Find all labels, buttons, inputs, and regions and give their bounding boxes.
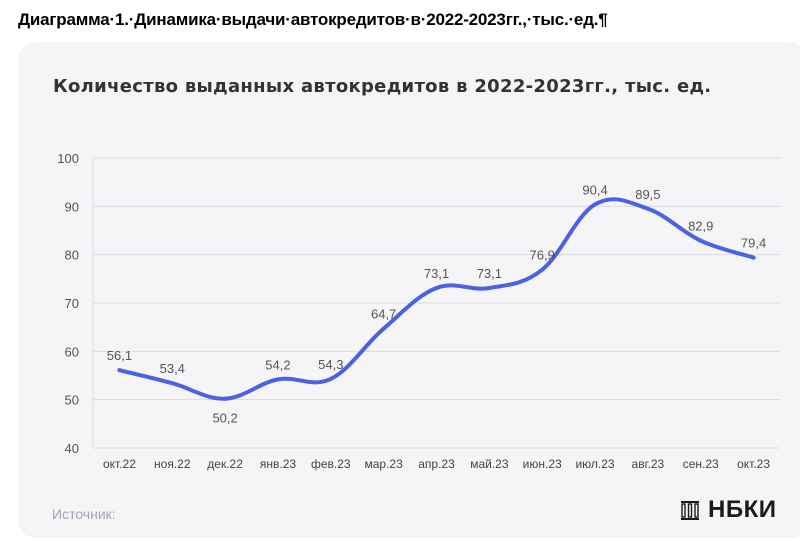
data-point <box>170 381 175 386</box>
x-tick-label: июн.23 <box>523 457 562 471</box>
x-tick-label: дек.22 <box>207 457 243 471</box>
data-label: 89,5 <box>635 187 660 202</box>
x-tick-label: мар.23 <box>365 457 404 471</box>
data-point <box>381 326 386 331</box>
data-label: 76,9 <box>530 248 555 263</box>
data-point <box>275 377 280 382</box>
logo-text: НБКИ <box>708 496 777 523</box>
data-point <box>698 238 703 243</box>
data-point <box>434 286 439 291</box>
chart-card: Количество выданных автокредитов в 2022-… <box>18 42 800 538</box>
data-label: 54,2 <box>265 357 290 372</box>
data-point <box>645 206 650 211</box>
y-tick-label: 50 <box>65 393 79 408</box>
data-label: 53,4 <box>160 361 185 376</box>
data-point <box>487 286 492 291</box>
data-point <box>223 396 228 401</box>
x-tick-label: окт.22 <box>103 457 136 471</box>
data-point <box>540 267 545 272</box>
chart-title: Количество выданных автокредитов в 2022-… <box>53 76 712 97</box>
series-line <box>117 197 756 401</box>
data-label: 54,3 <box>318 357 343 372</box>
x-tick-label: сен.23 <box>683 457 719 471</box>
x-tick-label: янв.23 <box>260 457 297 471</box>
nbki-logo: НБКИ <box>680 496 776 524</box>
data-label: 90,4 <box>582 182 607 197</box>
data-label: 73,1 <box>424 266 449 281</box>
data-point <box>593 202 598 207</box>
document-caption: Диаграмма·1.·Динамика·выдачи·автокредито… <box>18 10 608 29</box>
y-tick-label: 70 <box>65 296 79 311</box>
y-tick-label: 60 <box>65 344 79 359</box>
line-chart: 40 50 60 70 80 90 100 окт.22 ноя.22 дек.22 янв.23 ф… <box>57 151 780 471</box>
x-tick-label: июл.23 <box>575 457 614 471</box>
source-label: Источник: <box>52 506 116 522</box>
data-point <box>751 255 756 260</box>
bank-columns-icon <box>681 501 699 520</box>
y-tick-label: 80 <box>65 248 79 263</box>
data-point <box>117 368 122 373</box>
x-tick-label: апр.23 <box>418 457 455 471</box>
data-label: 56,1 <box>107 348 132 363</box>
x-tick-label: май.23 <box>470 457 509 471</box>
data-label: 73,1 <box>477 266 502 281</box>
data-label: 82,9 <box>688 219 713 234</box>
data-label: 79,4 <box>741 236 766 251</box>
x-tick-label: фев.23 <box>311 457 351 471</box>
y-tick-label: 100 <box>57 151 79 166</box>
data-label: 64,7 <box>371 307 396 322</box>
data-point <box>328 376 333 381</box>
x-tick-label: авг.23 <box>632 457 665 471</box>
data-label: 50,2 <box>212 411 237 426</box>
y-tick-label: 90 <box>65 199 79 214</box>
x-tick-label: окт.23 <box>737 457 770 471</box>
y-tick-label: 40 <box>65 441 79 456</box>
x-tick-label: ноя.22 <box>154 457 191 471</box>
